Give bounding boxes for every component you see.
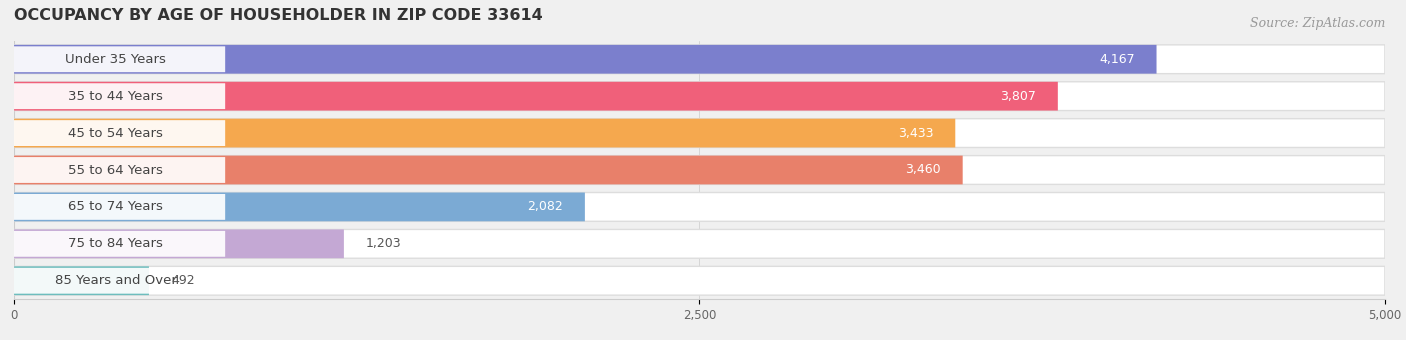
Text: 3,460: 3,460 [905,164,941,176]
FancyBboxPatch shape [14,230,344,258]
Text: 35 to 44 Years: 35 to 44 Years [67,90,163,103]
Text: 55 to 64 Years: 55 to 64 Years [67,164,163,176]
Text: 1,203: 1,203 [366,237,402,250]
FancyBboxPatch shape [14,119,1385,148]
Text: OCCUPANCY BY AGE OF HOUSEHOLDER IN ZIP CODE 33614: OCCUPANCY BY AGE OF HOUSEHOLDER IN ZIP C… [14,8,543,23]
Text: 4,167: 4,167 [1099,53,1135,66]
FancyBboxPatch shape [14,82,1385,110]
Text: 45 to 54 Years: 45 to 54 Years [67,126,163,140]
FancyBboxPatch shape [14,230,1385,258]
FancyBboxPatch shape [6,194,225,220]
FancyBboxPatch shape [6,231,225,257]
FancyBboxPatch shape [14,45,1385,74]
Text: 3,807: 3,807 [1000,90,1036,103]
Text: 65 to 74 Years: 65 to 74 Years [67,200,163,214]
FancyBboxPatch shape [14,192,585,221]
Text: 85 Years and Over: 85 Years and Over [55,274,176,287]
FancyBboxPatch shape [6,157,225,183]
FancyBboxPatch shape [14,192,1385,221]
Text: Source: ZipAtlas.com: Source: ZipAtlas.com [1250,17,1385,30]
FancyBboxPatch shape [14,156,1385,184]
FancyBboxPatch shape [6,83,225,109]
Text: Under 35 Years: Under 35 Years [65,53,166,66]
Text: 3,433: 3,433 [898,126,934,140]
FancyBboxPatch shape [6,120,225,146]
FancyBboxPatch shape [14,156,963,184]
Text: 492: 492 [172,274,194,287]
FancyBboxPatch shape [14,266,1385,295]
FancyBboxPatch shape [14,45,1157,74]
FancyBboxPatch shape [6,268,225,294]
FancyBboxPatch shape [14,266,149,295]
Text: 2,082: 2,082 [527,200,562,214]
FancyBboxPatch shape [14,82,1057,110]
Text: 75 to 84 Years: 75 to 84 Years [67,237,163,250]
FancyBboxPatch shape [14,119,955,148]
FancyBboxPatch shape [6,46,225,72]
